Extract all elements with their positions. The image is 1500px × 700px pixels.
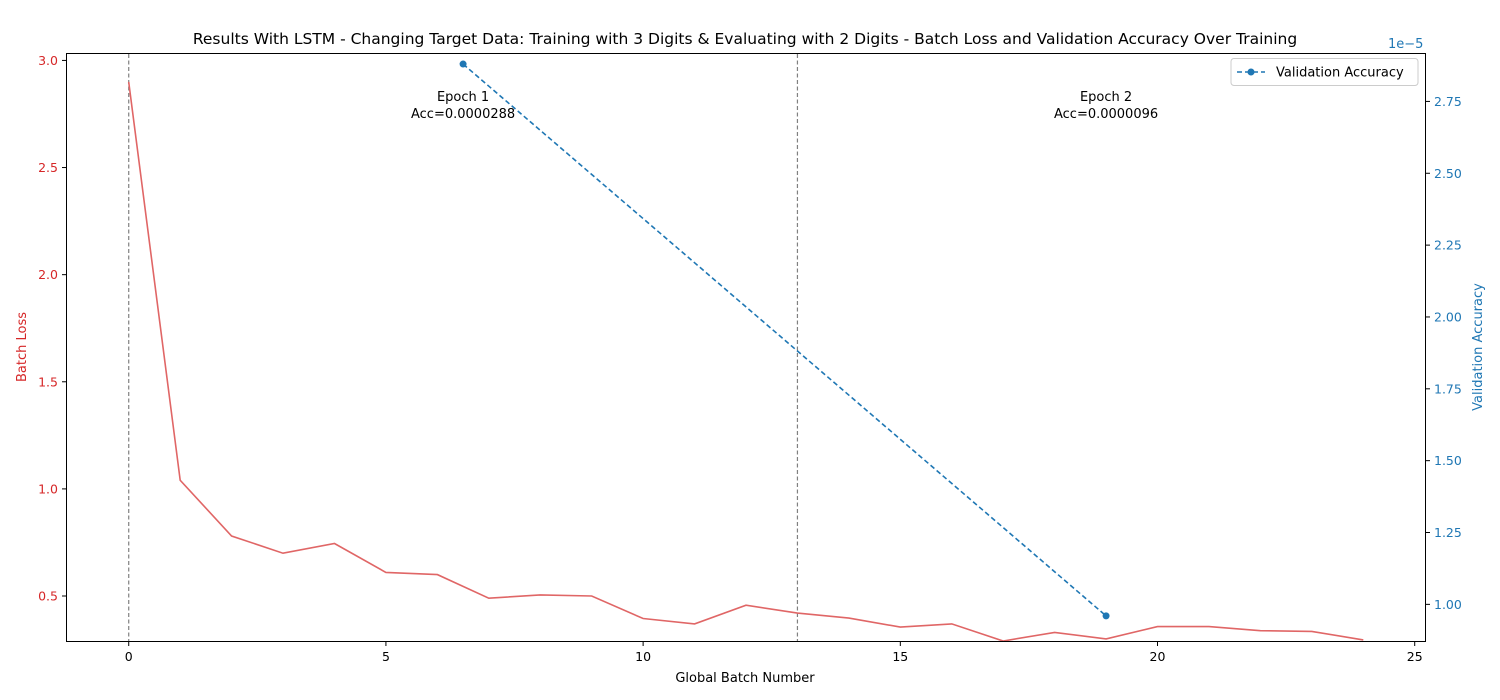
y-right-tick-label-0: 1.00 — [1434, 597, 1462, 612]
x-tick-label-5: 5 — [382, 649, 390, 664]
y-axis-left: 0.5 1.0 1.5 2.0 2.5 3.0 — [38, 53, 67, 604]
y-left-tick-label-0.5: 0.5 — [38, 589, 58, 604]
x-axis-label: Global Batch Number — [675, 671, 815, 686]
y-right-tick-label-7: 2.75 — [1434, 94, 1462, 109]
y-right-tick-label-6: 2.50 — [1434, 166, 1462, 181]
x-tick-label-20: 20 — [1150, 649, 1166, 664]
x-tick-label-25: 25 — [1407, 649, 1423, 664]
annotation-acc-1: Acc=0.0000288 — [411, 107, 515, 122]
y-axis-right: 1.00 1.25 1.50 1.75 2.00 2.25 2.50 2.75 — [1425, 94, 1462, 612]
annotation-acc-2: Acc=0.0000096 — [1054, 107, 1158, 122]
y-right-tick-label-1: 1.25 — [1434, 525, 1462, 540]
y-left-tick-label-1: 1.0 — [38, 481, 58, 496]
right-axis-multiplier: 1e−5 — [1388, 37, 1423, 52]
y-left-tick-label-1.5: 1.5 — [38, 374, 58, 389]
y-axis-right-label: Validation Accuracy — [1471, 283, 1486, 411]
chart-title: Results With LSTM - Changing Target Data… — [193, 30, 1297, 48]
legend-label-accuracy: Validation Accuracy — [1276, 66, 1404, 81]
accuracy-point-2 — [1102, 612, 1110, 620]
x-axis: 0 5 10 15 20 25 — [125, 641, 1423, 664]
annotations: Epoch 1 Acc=0.0000288 Epoch 2 Acc=0.0000096 — [411, 90, 1158, 122]
accuracy-line — [462, 63, 1107, 617]
y-left-tick-label-2: 2.0 — [38, 267, 58, 282]
plot-frame — [66, 53, 1426, 642]
accuracy-point-1 — [459, 60, 467, 68]
legend-box — [1230, 58, 1419, 86]
loss-line — [127, 81, 1364, 642]
y-right-tick-label-2: 1.50 — [1434, 453, 1462, 468]
accuracy-series — [459, 60, 1110, 620]
legend: Validation Accuracy — [1230, 58, 1419, 86]
y-right-tick-label-4: 2.00 — [1434, 309, 1462, 324]
annotation-epoch-1: Epoch 1 — [437, 90, 489, 105]
y-left-tick-label-3: 3.0 — [38, 53, 58, 68]
loss-series — [127, 81, 1364, 642]
legend-point-marker — [1247, 68, 1255, 76]
x-tick-label-15: 15 — [892, 649, 908, 664]
annotation-epoch-2: Epoch 2 — [1080, 90, 1132, 105]
y-right-tick-label-3: 1.75 — [1434, 381, 1462, 396]
y-axis-left-label: Batch Loss — [15, 312, 30, 382]
x-tick-label-10: 10 — [635, 649, 651, 664]
y-right-tick-label-5: 2.25 — [1434, 238, 1462, 253]
epoch-lines — [128, 54, 799, 641]
y-left-tick-label-2.5: 2.5 — [38, 160, 58, 175]
x-tick-label-0: 0 — [125, 649, 133, 664]
